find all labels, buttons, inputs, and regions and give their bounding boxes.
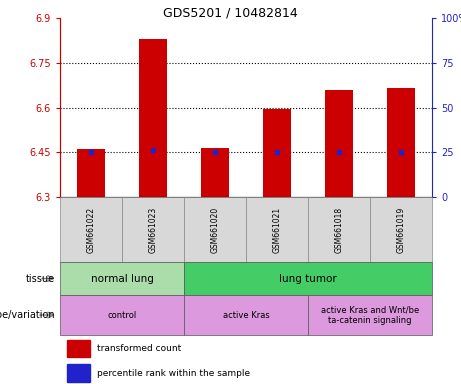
Text: control: control <box>107 311 136 319</box>
Text: normal lung: normal lung <box>90 273 154 283</box>
Bar <box>139 39 167 197</box>
Bar <box>246 197 308 262</box>
Bar <box>184 197 246 262</box>
Text: active Kras: active Kras <box>223 311 269 319</box>
Bar <box>201 148 229 197</box>
Bar <box>308 197 370 262</box>
Text: transformed count: transformed count <box>97 344 182 353</box>
Bar <box>60 262 184 295</box>
Bar <box>77 149 105 197</box>
Text: genotype/variation: genotype/variation <box>0 310 55 320</box>
Bar <box>387 88 415 197</box>
Text: GSM661018: GSM661018 <box>335 207 343 253</box>
Bar <box>122 197 184 262</box>
Bar <box>184 262 432 295</box>
Text: GSM661023: GSM661023 <box>148 206 158 253</box>
Bar <box>184 295 308 335</box>
Bar <box>308 295 432 335</box>
Bar <box>370 197 432 262</box>
Text: GSM661019: GSM661019 <box>396 206 406 253</box>
Bar <box>263 109 291 197</box>
Text: lung tumor: lung tumor <box>279 273 337 283</box>
Bar <box>60 197 122 262</box>
Text: GSM661022: GSM661022 <box>87 207 95 253</box>
Text: GDS5201 / 10482814: GDS5201 / 10482814 <box>163 6 298 19</box>
Bar <box>67 364 90 382</box>
Text: percentile rank within the sample: percentile rank within the sample <box>97 369 250 378</box>
Text: tissue: tissue <box>26 273 55 283</box>
Text: active Kras and Wnt/be
ta-catenin signaling: active Kras and Wnt/be ta-catenin signal… <box>321 305 419 325</box>
Bar <box>60 295 184 335</box>
Bar <box>67 340 90 357</box>
Text: GSM661021: GSM661021 <box>272 207 282 253</box>
Bar <box>325 89 353 197</box>
Text: GSM661020: GSM661020 <box>211 206 219 253</box>
